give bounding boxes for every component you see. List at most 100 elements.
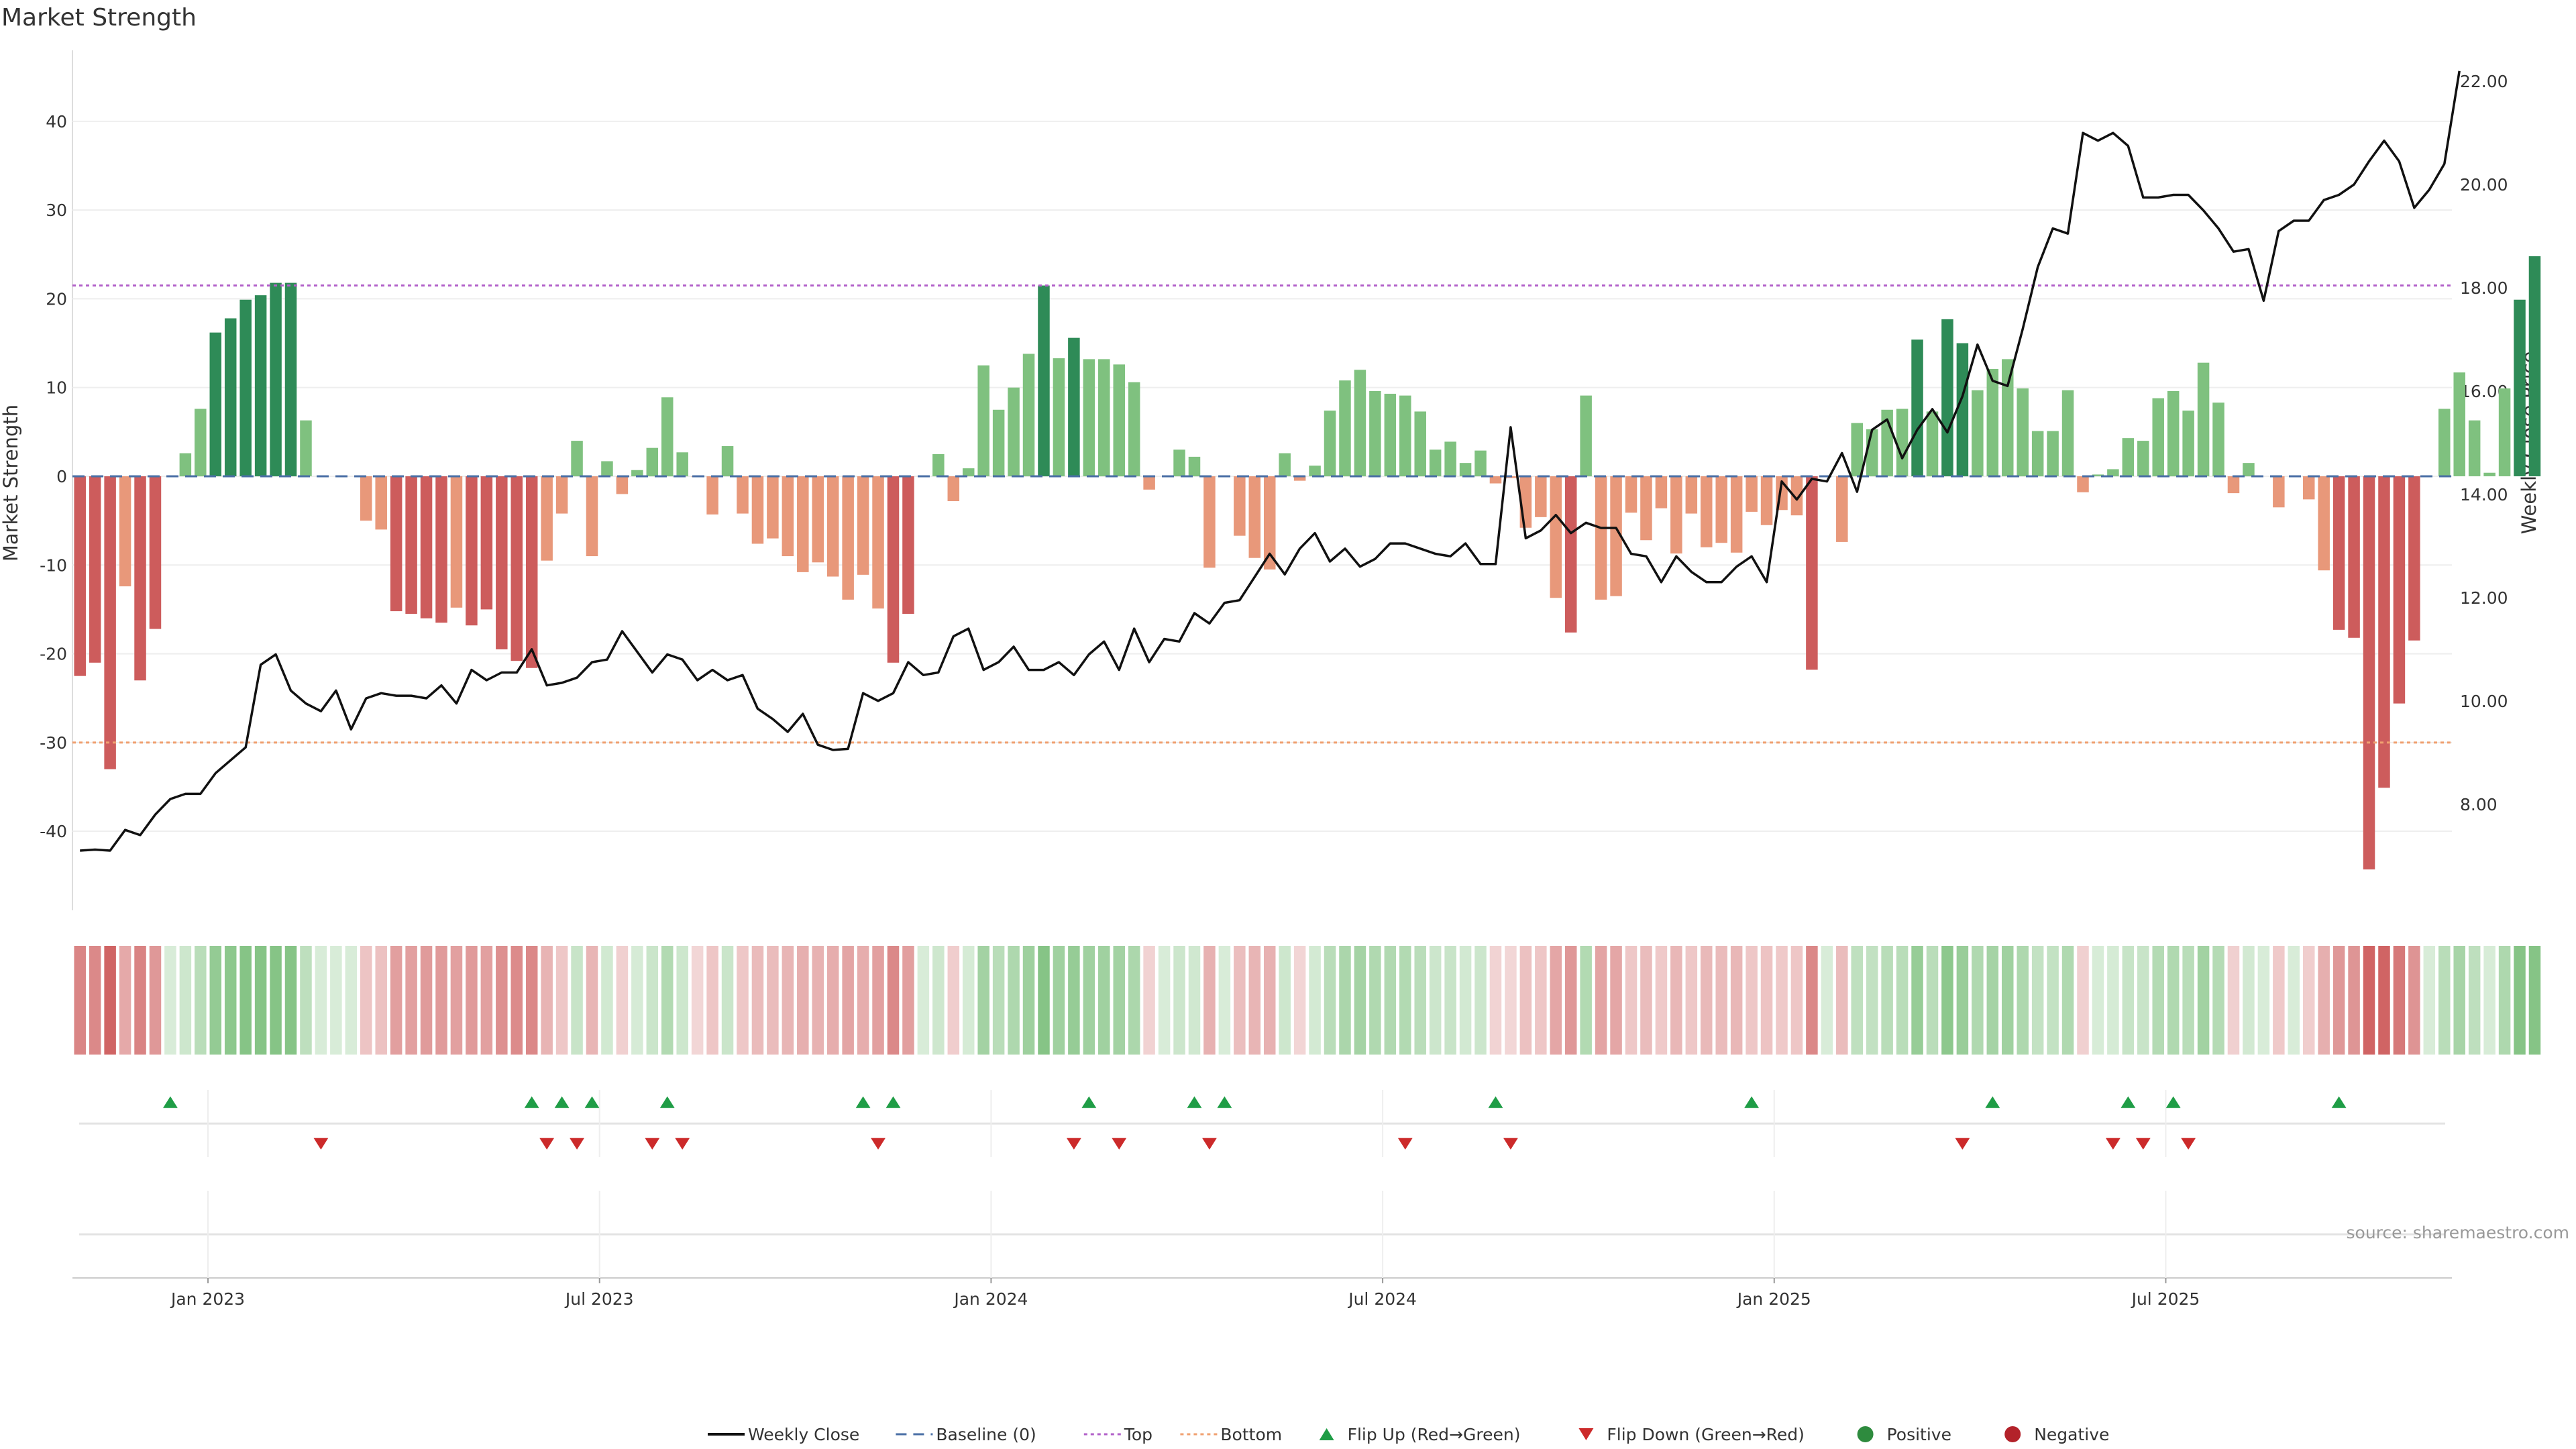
heat-cell (1399, 946, 1411, 1055)
flip-down-marker (1397, 1138, 1413, 1150)
flip-up-marker (1985, 1096, 2000, 1108)
heat-cell (1610, 946, 1622, 1055)
heat-cell (1564, 946, 1577, 1055)
heat-cell (2453, 946, 2465, 1055)
strength-bar (1128, 382, 1140, 476)
heat-cell (224, 946, 237, 1055)
heat-cell (932, 946, 945, 1055)
strength-bar (737, 476, 749, 514)
heat-cell (1972, 946, 1984, 1055)
legend-label: Positive (1887, 1425, 1951, 1444)
heat-cell (706, 946, 718, 1055)
heat-cell (1188, 946, 1201, 1055)
flip-up-marker (1744, 1096, 1760, 1108)
heat-cell (1986, 946, 1999, 1055)
weekly-close-line (80, 70, 2461, 852)
heat-cell (179, 946, 192, 1055)
strength-bar (932, 453, 945, 476)
heat-cell (1263, 946, 1276, 1055)
flip-down-marker (2105, 1138, 2121, 1150)
strength-bar (2182, 411, 2194, 476)
strength-bar (646, 447, 659, 476)
legend-label: Bottom (1220, 1425, 1282, 1444)
strength-bar (872, 476, 884, 609)
flip-up-marker (855, 1096, 871, 1108)
flip-up-marker (1081, 1096, 1097, 1108)
strength-bar (1234, 476, 1246, 536)
left-axis-label: Market Strength (0, 405, 22, 561)
heat-cell (1776, 946, 1788, 1055)
strength-bar (676, 452, 688, 476)
strength-bar (511, 476, 523, 661)
strength-bar (2227, 476, 2240, 494)
heat-cell (1474, 946, 1487, 1055)
heat-cell (405, 946, 417, 1055)
strength-bar (2197, 362, 2210, 476)
right-tick-label: 12.00 (2460, 588, 2508, 608)
strength-bar (239, 299, 252, 476)
strength-bar (1293, 476, 1306, 481)
strength-bar (2528, 256, 2541, 476)
strength-bar (1459, 463, 1472, 476)
heat-cell (1459, 946, 1472, 1055)
strength-bar (2318, 476, 2330, 571)
heat-cell (1625, 946, 1638, 1055)
strength-bar (1399, 395, 1411, 476)
strength-bar (2031, 431, 2044, 476)
flip-down-marker (2135, 1138, 2151, 1150)
flip-down-marker (2181, 1138, 2196, 1150)
heat-cell (450, 946, 463, 1055)
x-tick-label: Jan 2023 (170, 1289, 245, 1309)
strength-bar (405, 476, 417, 614)
strength-bar (1022, 354, 1035, 476)
left-tick-label: 10 (46, 378, 67, 398)
heat-cell (2212, 946, 2224, 1055)
strength-bar (1474, 450, 1487, 476)
legend-swatch (1857, 1426, 1874, 1442)
strength-bar (977, 365, 989, 476)
strength-bar (1701, 476, 1713, 547)
strength-bar (826, 476, 839, 577)
heat-cell (947, 946, 960, 1055)
heat-cell (1655, 946, 1668, 1055)
heat-cell (1730, 946, 1743, 1055)
strength-bar (947, 476, 960, 502)
strength-bar (2378, 476, 2390, 788)
strength-bar (466, 476, 478, 626)
heat-cell (2423, 946, 2436, 1055)
legend-label: Negative (2034, 1425, 2109, 1444)
strength-bar (270, 282, 282, 476)
heat-cell (676, 946, 688, 1055)
heat-cell (239, 946, 252, 1055)
strength-bar (2514, 299, 2526, 476)
strength-bar (902, 476, 914, 614)
strength-bar (1369, 391, 1381, 476)
heat-cell (737, 946, 749, 1055)
heat-cell (1098, 946, 1110, 1055)
heat-cell (390, 946, 402, 1055)
legend-label: Weekly Close (748, 1425, 859, 1444)
heat-cell (2077, 946, 2089, 1055)
strength-bar (254, 295, 267, 476)
heat-cell (1218, 946, 1231, 1055)
heat-cell (496, 946, 508, 1055)
heat-cell (1444, 946, 1456, 1055)
strength-bar (992, 409, 1005, 476)
heat-cell (2302, 946, 2315, 1055)
heat-cell (1248, 946, 1261, 1055)
heat-cell (751, 946, 764, 1055)
heat-cell (2243, 946, 2255, 1055)
heat-cell (480, 946, 493, 1055)
heat-cell (691, 946, 704, 1055)
heat-cell (511, 946, 523, 1055)
strength-bar (1836, 476, 1848, 542)
heat-cell (1685, 946, 1698, 1055)
heat-cell (1911, 946, 1923, 1055)
legend-swatch (1578, 1428, 1594, 1440)
strength-bar (2212, 402, 2224, 476)
legend-label: Top (1124, 1425, 1152, 1444)
strength-bar (782, 476, 794, 557)
flip-up-marker (659, 1096, 675, 1108)
strength-bar (857, 476, 869, 575)
heat-cell (1836, 946, 1848, 1055)
